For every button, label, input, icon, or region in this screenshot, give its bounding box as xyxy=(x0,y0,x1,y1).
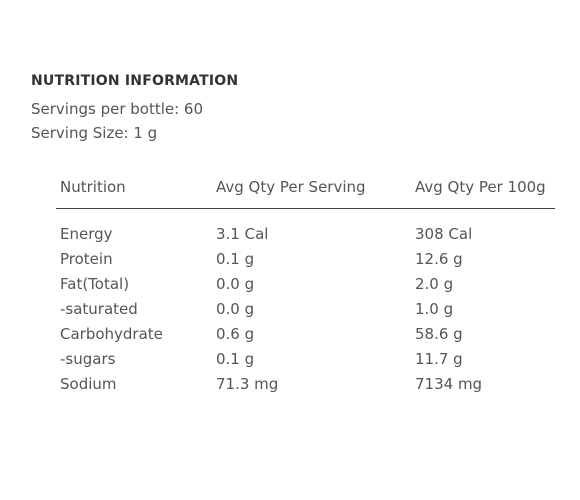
heading: NUTRITION INFORMATION xyxy=(31,73,239,89)
table-cell: Protein xyxy=(60,249,113,268)
table-cell: 11.7 g xyxy=(415,349,463,368)
table-row: Carbohydrate 0.6 g 58.6 g xyxy=(56,321,555,346)
table-row: Sodium 71.3 mg 7134 mg xyxy=(56,371,555,396)
table-cell: Sodium xyxy=(60,374,117,393)
table-cell: Carbohydrate xyxy=(60,324,163,343)
column-header: Nutrition xyxy=(56,174,212,209)
table-cell: 0.6 g xyxy=(216,324,255,343)
header-row: Nutrition Avg Qty Per Serving Avg Qty Per … xyxy=(56,174,555,209)
table-cell: 0.1 g xyxy=(216,349,255,368)
table-row: Energy 3.1 Cal 308 Cal xyxy=(56,209,555,247)
table-cell: 3.1 Cal xyxy=(216,224,269,243)
table-cell: -sugars xyxy=(60,349,116,368)
table-row: -saturated 0.0 g 1.0 g xyxy=(56,296,555,321)
table-cell: -saturated xyxy=(60,299,138,318)
table-cell: 0.0 g xyxy=(216,274,255,293)
table-cell: 0.0 g xyxy=(216,299,255,318)
table-cell: 71.3 mg xyxy=(216,374,279,393)
servings: Servings per bottle: 60 xyxy=(31,100,204,118)
table-cell: 7134 mg xyxy=(415,374,483,393)
table-cell: Fat(Total) xyxy=(60,274,130,293)
column-header: Avg Qty Per 100g xyxy=(411,174,555,209)
nutrition-table: Nutrition Avg Qty Per Serving Avg Qty Per … xyxy=(56,174,555,396)
table-cell: 0.1 g xyxy=(216,249,255,268)
table-row: Fat(Total) 0.0 g 2.0 g xyxy=(56,271,555,296)
table-row: -sugars 0.1 g 11.7 g xyxy=(56,346,555,371)
table-cell: 308 Cal xyxy=(415,224,473,243)
serving-size: Serving Size: 1 g xyxy=(31,124,158,142)
table-cell: 2.0 g xyxy=(415,274,454,293)
table-row: Protein 0.1 g 12.6 g xyxy=(56,246,555,271)
table-cell: 12.6 g xyxy=(415,249,463,268)
table-cell: Energy xyxy=(60,224,113,243)
table-cell: 1.0 g xyxy=(415,299,454,318)
table-cell: 58.6 g xyxy=(415,324,463,343)
column-header: Avg Qty Per Serving xyxy=(212,174,411,209)
